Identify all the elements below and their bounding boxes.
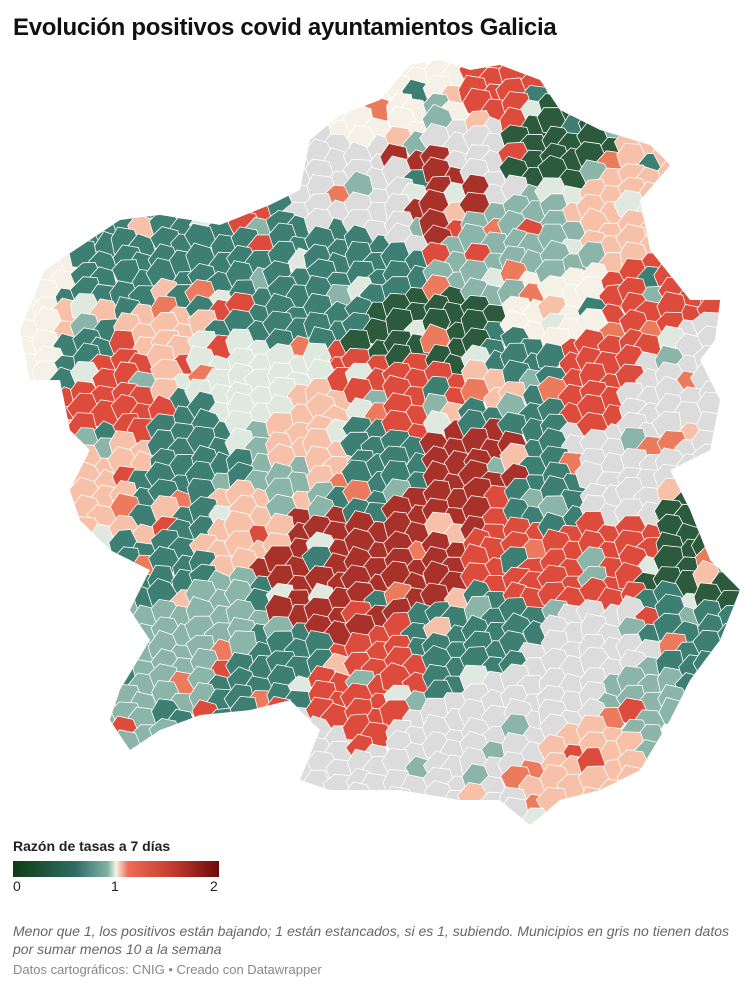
- legend-tick-1: 1: [111, 878, 119, 894]
- legend-tick-2: 2: [210, 878, 218, 894]
- legend-title: Razón de tasas a 7 días: [13, 838, 171, 854]
- source-credit: Datos cartográficos: CNIG • Creado con D…: [13, 962, 322, 977]
- legend-color-scale: [13, 861, 219, 877]
- municipality[interactable]: [108, 729, 142, 759]
- municipality[interactable]: [579, 786, 610, 815]
- municipalities: [20, 60, 740, 825]
- choropleth-map: [20, 60, 740, 825]
- chart-title: Evolución positivos covid ayuntamientos …: [13, 14, 557, 41]
- municipality[interactable]: [383, 785, 415, 816]
- footnote: Menor que 1, los positivos están bajando…: [13, 923, 730, 957]
- legend-tick-0: 0: [13, 878, 21, 894]
- municipality[interactable]: [107, 597, 140, 625]
